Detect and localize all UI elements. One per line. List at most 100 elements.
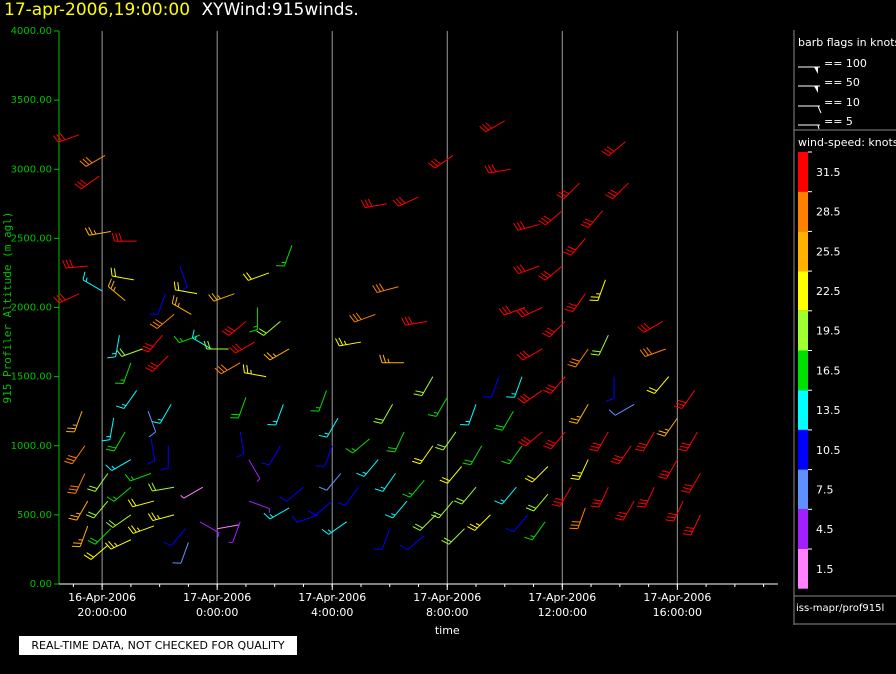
- barb-staff: [665, 459, 678, 479]
- barb-full: [321, 528, 329, 535]
- barb-full: [592, 502, 601, 505]
- barb-half: [327, 529, 332, 533]
- wind-barb: [567, 348, 589, 368]
- barb-staff: [550, 376, 566, 394]
- wind-barb: [321, 521, 347, 535]
- wind-barb: [179, 265, 188, 293]
- barb-staff: [112, 275, 134, 281]
- barb-full: [568, 302, 577, 307]
- wind-barb: [517, 431, 543, 447]
- wind-barb: [513, 264, 540, 275]
- barb-full: [152, 321, 161, 327]
- barb-staff: [673, 500, 684, 522]
- barb-full: [681, 442, 691, 446]
- barb-staff: [220, 362, 241, 375]
- wind-barb: [66, 411, 83, 433]
- wind-barb: [163, 528, 186, 547]
- wind-barb: [107, 335, 120, 359]
- barb-staff: [58, 134, 80, 143]
- wind-barb: [605, 376, 615, 402]
- barb-staff: [381, 404, 394, 424]
- barb-full: [678, 448, 687, 452]
- barb-staff: [339, 341, 362, 347]
- barb-full: [643, 322, 651, 330]
- barb-half: [111, 465, 116, 470]
- barb-full: [467, 526, 476, 531]
- barb-staff: [442, 431, 457, 451]
- wind-barb: [635, 431, 655, 452]
- x-tick-label-date: 16-Apr-2006: [68, 591, 136, 604]
- wind-barb: [107, 278, 126, 301]
- barb-full: [163, 541, 172, 547]
- barb-staff: [263, 320, 281, 336]
- wind-barb: [214, 362, 241, 375]
- barb-half: [664, 428, 669, 431]
- wind-barb: [199, 521, 220, 537]
- barb-full: [83, 554, 92, 560]
- barb-staff: [524, 431, 543, 447]
- barb-full: [543, 445, 552, 450]
- wind-barb: [356, 459, 379, 477]
- barb-full: [604, 148, 612, 154]
- barb-staff: [365, 203, 387, 209]
- wind-barb: [248, 500, 270, 513]
- barb-full: [553, 500, 562, 504]
- barb-full: [227, 326, 235, 332]
- barb-staff: [618, 445, 632, 465]
- barb-full: [565, 248, 574, 254]
- barb-full: [516, 310, 523, 318]
- barb-full: [356, 472, 365, 477]
- barb-full: [107, 356, 116, 359]
- barb-full: [266, 352, 274, 359]
- barb-full: [68, 455, 77, 459]
- wind-barb: [541, 320, 566, 338]
- legend-color-swatch: [798, 191, 808, 232]
- wind-barb: [467, 514, 491, 531]
- barb-full: [207, 340, 211, 350]
- barb-staff: [157, 293, 166, 315]
- barb-full: [173, 281, 176, 290]
- barb-full: [610, 189, 619, 195]
- barb-staff: [110, 539, 132, 550]
- legend-speed-title: wind-speed: knots: [798, 136, 896, 149]
- wind-barb: [335, 337, 362, 347]
- barb-full: [524, 477, 533, 483]
- quality-note: REAL-TIME DATA, NOT CHECKED FOR QUALITY: [19, 636, 297, 655]
- barb-staff: [576, 404, 589, 424]
- wind-barb: [62, 259, 88, 269]
- wind-barb: [111, 232, 137, 242]
- barb-full: [177, 282, 180, 291]
- wind-barb: [646, 376, 670, 394]
- barb-full: [68, 517, 77, 521]
- legend-barb-sample: [798, 105, 822, 114]
- barb-full: [543, 215, 552, 221]
- barb-staff: [352, 438, 370, 454]
- barb-full: [131, 498, 137, 507]
- barb-full: [147, 513, 154, 521]
- barb-staff: [244, 372, 267, 378]
- barb-staff: [175, 289, 198, 295]
- legend-speed-label: 25.5: [816, 245, 841, 258]
- legend-barb-label: == 100: [824, 57, 867, 70]
- barb-staff: [121, 348, 143, 357]
- wind-barb: [563, 238, 586, 256]
- barb-staff: [192, 337, 212, 350]
- barb-half: [121, 403, 127, 407]
- wind-barb: [263, 348, 290, 361]
- barb-staff: [248, 459, 261, 479]
- barb-staff: [474, 514, 491, 531]
- wind-barbs: [52, 120, 701, 564]
- wind-barb: [229, 341, 255, 354]
- barb-full: [571, 474, 581, 477]
- barb-staff: [514, 376, 523, 398]
- barb-full: [318, 434, 328, 438]
- legend-source: iss-mapr/prof915l: [796, 603, 884, 614]
- wind-barb: [590, 334, 609, 356]
- barb-staff: [596, 431, 609, 452]
- barb-full: [520, 395, 528, 402]
- barb-half: [217, 295, 221, 300]
- barb-full: [85, 156, 93, 164]
- barb-full: [567, 363, 576, 368]
- barb-half: [391, 513, 396, 516]
